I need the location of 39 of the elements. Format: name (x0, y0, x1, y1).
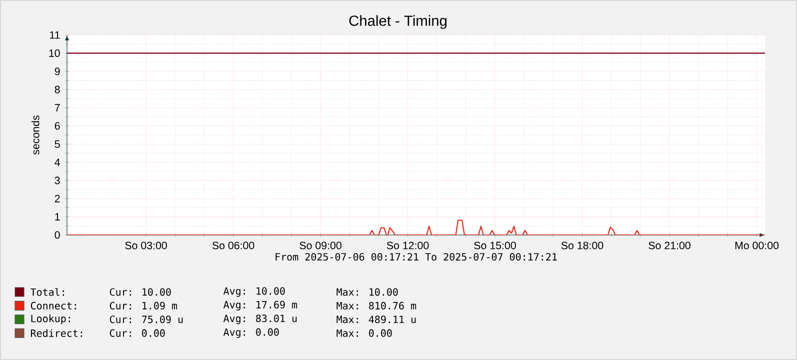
y-tick-label: 2 (54, 194, 60, 202)
x-tick-label: So 15:00 (474, 242, 516, 250)
x-tick-label: So 12:00 (386, 242, 429, 250)
legend-label: Lookup: (31, 314, 70, 324)
x-axis-title: From 2025-07-06 00:17:21 To 2025-07-07 00:17:21 (276, 253, 557, 261)
text: Cur: 1.09 m (110, 302, 178, 310)
x-tick-label: So 21:00 (648, 242, 690, 250)
text: Cur: 75.09 u (110, 316, 183, 324)
chart-title: Chalet - Timing (349, 15, 446, 29)
x-tick-label: Mo 00:00 (735, 242, 779, 250)
text: Max: 0.00 (336, 329, 392, 337)
text: Cur: 10.00 (110, 288, 171, 296)
y-axis-title: seconds (31, 116, 40, 155)
text: Avg: 0.00 (223, 328, 279, 338)
x-tick-label: So 09:00 (300, 242, 342, 250)
y-tick-label: 7 (54, 104, 60, 112)
text: Cur: 0.00 (110, 329, 165, 337)
text: Avg: 17.69 m (223, 300, 298, 310)
y-tick-label: 11 (50, 31, 60, 39)
legend-label: Total: (30, 288, 64, 296)
y-tick-label: 0 (54, 231, 60, 239)
text: Max: 10.00 (336, 288, 398, 296)
y-tick-label: 5 (54, 140, 60, 148)
y-tick-label: 6 (54, 122, 60, 130)
y-tick-label: 9 (54, 68, 60, 76)
legend-label: Redirect: (30, 329, 82, 337)
y-tick-label: 8 (54, 86, 60, 94)
text: Avg: 10.00 (223, 287, 285, 297)
y-tick-label: 4 (54, 158, 60, 166)
x-tick-label: So 06:00 (212, 242, 254, 250)
text: Max: 489.11 u (336, 316, 416, 324)
x-tick-label: So 18:00 (561, 242, 604, 250)
y-tick-label: 10 (49, 49, 60, 57)
y-tick-label: 3 (54, 176, 60, 184)
x-tick-label: So 03:00 (125, 242, 167, 250)
y-tick-label: 1 (55, 213, 60, 220)
legend-label: Connect: (30, 302, 76, 310)
text: Avg: 83.01 u (223, 314, 297, 324)
text: Max: 810.76 m (336, 302, 416, 310)
